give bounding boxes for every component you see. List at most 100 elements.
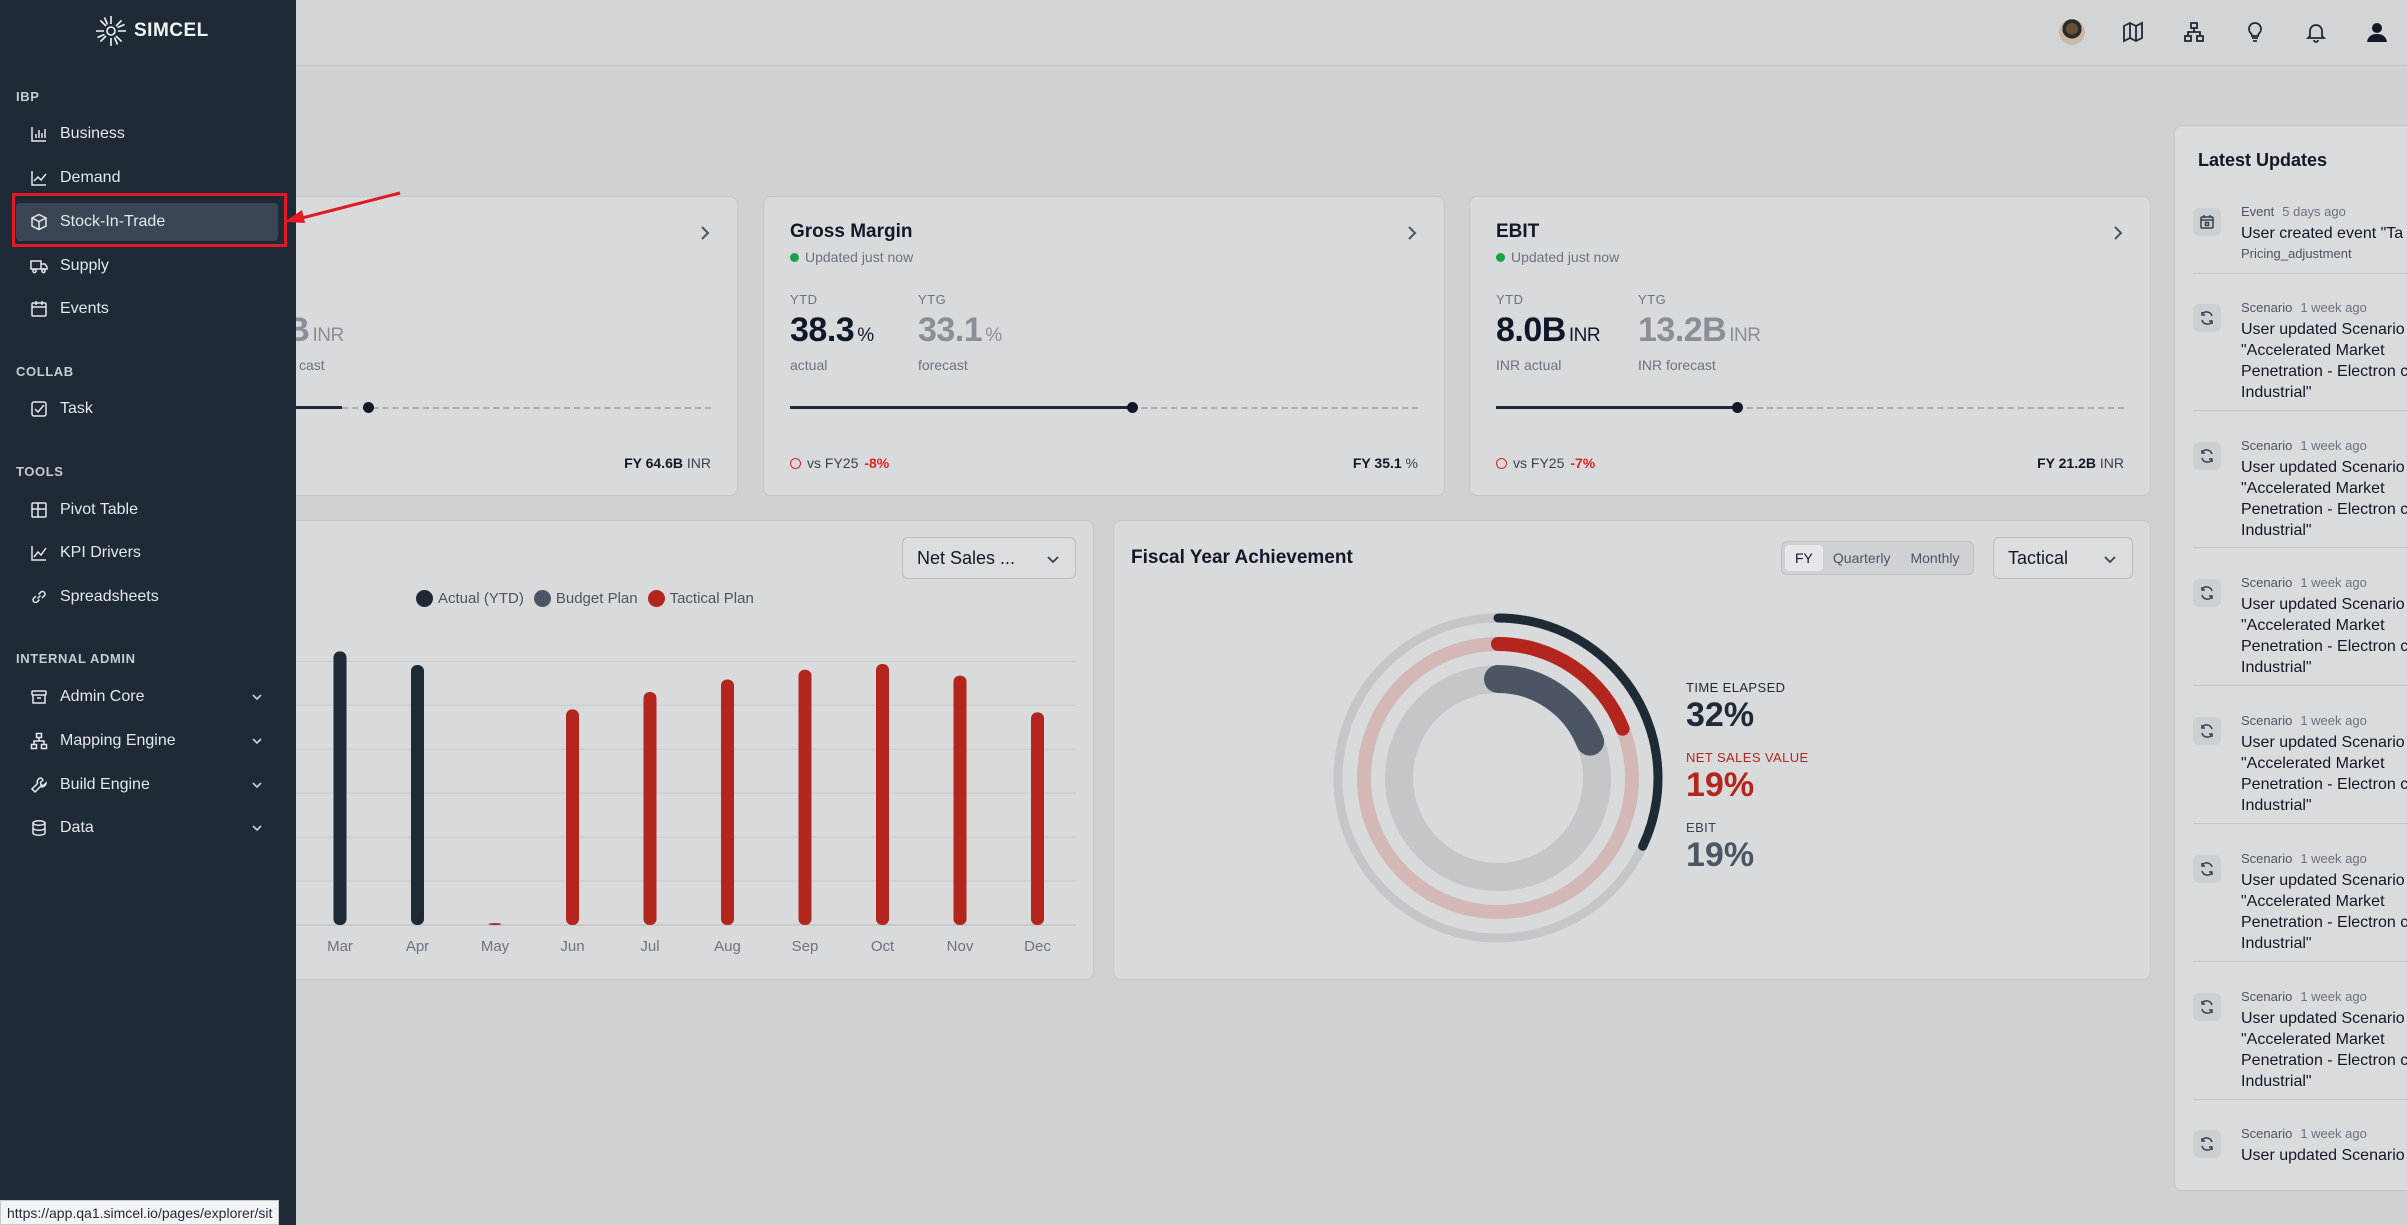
chevron-right-icon[interactable] [1402, 223, 1422, 243]
kpi-updated: Updated just now [790, 249, 913, 265]
kpi-ytg-sub: INR forecast [1638, 357, 1716, 373]
bar-tactical-plan-nov[interactable] [953, 675, 967, 925]
chevron-right-icon[interactable] [2108, 223, 2128, 243]
legend-actual[interactable]: Actual (YTD) [416, 590, 524, 607]
bar-actual-ytd--apr[interactable] [411, 664, 424, 925]
vs-circle-icon [1496, 457, 1507, 469]
bar-actual-ytd--mar[interactable] [333, 651, 347, 925]
divider [2193, 823, 2407, 824]
x-tick-label: Sep [792, 938, 819, 955]
refresh-icon [2193, 717, 2221, 745]
update-text: User updated Scenario "Accelerated Marke… [2241, 1010, 2407, 1090]
top-icon-bar [2041, 14, 2407, 50]
bar-tactical-plan-may[interactable] [488, 923, 502, 925]
refresh-icon [2193, 993, 2221, 1021]
x-tick-label: Jun [560, 938, 584, 955]
kpi-ytd-value: 38.3% [790, 311, 874, 349]
x-tick-label: Nov [947, 938, 974, 955]
bar-tactical-plan-jul[interactable] [643, 692, 657, 925]
plan-dropdown[interactable]: Tactical [1993, 537, 2133, 579]
kpi-fy: FY 35.1 % [1352, 455, 1418, 471]
update-text: User updated Scenario [2241, 1147, 2405, 1164]
chevron-right-icon[interactable] [695, 223, 715, 243]
sidebar-item-data[interactable]: Data [16, 809, 278, 847]
sidebar-item-kpi-drivers[interactable]: KPI Drivers [16, 534, 278, 572]
kpi-progress-knob [363, 402, 375, 413]
sidebar-item-spreadsheets[interactable]: Spreadsheets [16, 578, 278, 616]
account-icon[interactable] [2346, 14, 2407, 50]
donut-arc-ebit[interactable] [1385, 665, 1611, 891]
monthly-chart-card [180, 520, 1094, 980]
update-type: Event 5 days ago [2241, 204, 2346, 219]
sunburst-logo-icon [96, 16, 126, 46]
hierarchy-icon[interactable] [2163, 14, 2224, 50]
kpi-vs: vs FY25 -7% [1496, 455, 1595, 471]
kpi-card-ebit[interactable]: EBIT Updated just now YTD 8.0B INR INR ac… [1469, 196, 2151, 496]
kpi-card-gross-margin[interactable]: Gross Margin Updated just now YTD 38.3% … [763, 196, 1445, 496]
bar-chart-icon [31, 127, 46, 142]
donut-arc-net-sales-value[interactable] [1357, 637, 1639, 919]
monthly-bar-chart: Mar Apr May Jun Jul Aug Sep Oct Nov Dec [296, 651, 1076, 955]
legend-tactical[interactable]: Tactical Plan [647, 590, 754, 607]
chevron-down-icon [1047, 556, 1059, 564]
x-tick-label: Mar [327, 938, 353, 955]
kpi-progress-track [181, 407, 711, 409]
lightbulb-icon[interactable] [2224, 14, 2285, 50]
sidebar-item-supply[interactable]: Supply [16, 247, 278, 285]
bar-tactical-plan-sep[interactable] [798, 669, 812, 925]
achievement-donut [1333, 613, 1663, 943]
bell-icon[interactable] [2285, 14, 2346, 50]
tab-quarterly[interactable]: Quarterly [1832, 550, 1891, 566]
bar-tactical-plan-jun[interactable] [566, 709, 579, 925]
divider [2193, 1099, 2407, 1100]
divider [2193, 685, 2407, 686]
bar-tactical-plan-oct[interactable] [876, 664, 889, 925]
kpi-fy: FY 21.2B INR [2037, 455, 2124, 471]
sidebar-item-business[interactable]: Business [16, 115, 278, 153]
chevron-down-icon [252, 694, 262, 701]
calendar-icon [31, 301, 47, 317]
tab-fy[interactable]: FY [1785, 545, 1823, 571]
sidebar-item-build-engine[interactable]: Build Engine [16, 766, 278, 804]
bar-tactical-plan-dec[interactable] [1031, 712, 1044, 925]
sidebar-item-events[interactable]: Events [16, 290, 278, 328]
update-type: Scenario 1 week ago [2241, 851, 2367, 866]
ebit-value: 19% [1686, 836, 1755, 874]
net-sales-value: 19% [1686, 766, 1755, 804]
kpi-ytd-label: YTD [1496, 292, 1524, 307]
top-bar [0, 0, 2407, 66]
sidebar-item-admin-core[interactable]: Admin Core [16, 678, 278, 716]
donut-arc-time-elapsed[interactable] [1333, 613, 1663, 943]
x-tick-label: Apr [406, 938, 429, 955]
kpi-progress-knob [1127, 402, 1139, 413]
legend-budget[interactable]: Budget Plan [533, 590, 638, 607]
divider [2193, 273, 2407, 274]
sidebar-item-pivot-table[interactable]: Pivot Table [16, 491, 278, 529]
status-dot [790, 252, 799, 262]
tab-monthly[interactable]: Monthly [1910, 550, 1960, 566]
box-icon [31, 213, 47, 231]
simcel-logo[interactable]: SIMCEL [94, 14, 209, 48]
update-text: User created event "Ta [2241, 225, 2404, 242]
kpi-ytd-label: YTD [790, 292, 818, 307]
sidebar-item-task[interactable]: Task [16, 390, 278, 428]
sidebar-item-stock-in-trade[interactable]: Stock-In-Trade [16, 203, 278, 241]
metric-dropdown[interactable]: Net Sales ... [902, 537, 1076, 579]
kpi-ytg-sub: cast [299, 357, 325, 373]
divider [2193, 410, 2407, 411]
time-elapsed-value: 32% [1686, 696, 1755, 734]
user-avatar[interactable] [2041, 14, 2102, 50]
updates-title: Latest Updates [2198, 150, 2328, 170]
network-icon [30, 732, 48, 750]
latest-updates-panel: Latest Updates Event 5 days ago User crea… [2174, 125, 2407, 1191]
kpi-ytg-sub: forecast [918, 357, 968, 373]
update-type: Scenario 1 week ago [2241, 713, 2367, 728]
check-square-icon [31, 401, 47, 417]
map-icon[interactable] [2102, 14, 2163, 50]
update-type: Scenario 1 week ago [2241, 438, 2367, 453]
sidebar-item-mapping-engine[interactable]: Mapping Engine [16, 722, 278, 760]
sidebar-item-demand[interactable]: Demand [16, 159, 278, 197]
kpi-ytg-value: 33.1% [918, 311, 1002, 349]
bar-tactical-plan-aug[interactable] [721, 679, 734, 925]
avatar-photo [2058, 19, 2085, 45]
